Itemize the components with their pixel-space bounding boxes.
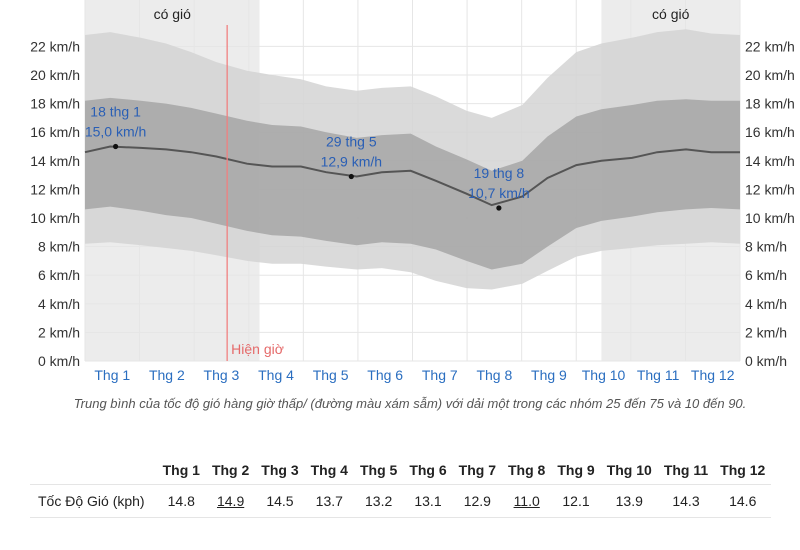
- table-header-month: Thg 8: [508, 462, 546, 478]
- table-header-month: Thg 10: [606, 462, 652, 478]
- y-tick-label-left: 16 km/h: [30, 124, 80, 140]
- table-cell-value: 11.0: [502, 484, 552, 518]
- annotation-point: [112, 143, 119, 150]
- y-tick-label-left: 20 km/h: [30, 67, 80, 83]
- table-header-month: Thg 12: [720, 462, 766, 478]
- table-corner: [30, 456, 157, 485]
- median-line: [84, 145, 740, 207]
- table-header-month: Thg 4: [310, 462, 348, 478]
- monthly-summary-table: Thg 1 Thg 2 Thg 3 Thg 4 Thg 5 Thg 6 Thg 7 Thg 8…: [30, 456, 772, 518]
- table-header-month: Thg 6: [409, 462, 447, 478]
- table-cell-value: 14.9: [205, 484, 256, 518]
- now-marker-label: Hiện giờ: [231, 341, 284, 357]
- y-tick-label-left: 6 km/h: [38, 267, 80, 283]
- annotation-value: 12,9 km/h: [321, 154, 382, 170]
- x-month-label: Thg 5: [313, 367, 349, 383]
- y-tick-label-left: 10 km/h: [30, 210, 80, 226]
- x-month-label: Thg 4: [258, 367, 294, 383]
- table-cell-value: 14.6: [714, 484, 772, 518]
- table-cell-value: 13.9: [600, 484, 658, 518]
- y-tick-label-right: 16 km/h: [745, 124, 795, 140]
- band-25-to-75: [85, 97, 740, 270]
- x-month-label: Thg 6: [367, 367, 403, 383]
- y-tick-label-right: 22 km/h: [745, 38, 795, 54]
- y-tick-label-right: 18 km/h: [745, 96, 795, 112]
- y-tick-label-right: 2 km/h: [745, 324, 787, 340]
- y-tick-label-right: 12 km/h: [745, 181, 795, 197]
- table-cell-value: 13.1: [403, 484, 453, 518]
- windy-period-label: có gió: [154, 6, 192, 22]
- y-tick-label-right: 20 km/h: [745, 67, 795, 83]
- x-month-label: Thg 11: [637, 367, 680, 383]
- y-tick-label-right: 14 km/h: [745, 153, 795, 169]
- table-header-month: Thg 5: [359, 462, 398, 478]
- table-header-row: Thg 1 Thg 2 Thg 3 Thg 4 Thg 5 Thg 6 Thg 7 Thg 8…: [30, 456, 771, 485]
- y-tick-label-right: 0 km/h: [745, 353, 787, 369]
- table-cell-value: 14.5: [255, 484, 305, 518]
- y-tick-label-right: 10 km/h: [745, 210, 795, 226]
- table-cell-value: 13.2: [353, 484, 404, 518]
- annotation-value: 10,7 km/h: [468, 185, 529, 201]
- table-cell-value: 14.8: [156, 484, 206, 518]
- annotation-date: 18 thg 1: [90, 104, 141, 120]
- annotation-value: 15,0 km/h: [85, 124, 146, 140]
- y-tick-label-right: 6 km/h: [745, 267, 787, 283]
- y-tick-label-right: 8 km/h: [745, 239, 787, 255]
- x-month-label: Thg 9: [531, 367, 567, 383]
- x-month-label: Thg 2: [149, 367, 185, 383]
- x-month-label: Thg 8: [476, 367, 512, 383]
- annotation-date: 29 thg 5: [326, 134, 377, 150]
- annotation-date: 19 thg 8: [474, 165, 525, 181]
- table-cell-value: 12.1: [551, 484, 601, 518]
- x-month-label: Thg 3: [204, 367, 240, 383]
- windy-period-label: có gió: [652, 6, 690, 22]
- table-row: Tốc Độ Gió (kph) 14.8 14.9 14.5 13.7 13.2 13.1…: [30, 484, 772, 518]
- table-cell-value: 13.7: [304, 484, 354, 518]
- table-header-month: Thg 7: [458, 462, 496, 478]
- table-header-month: Thg 1: [162, 462, 200, 478]
- y-tick-label-left: 12 km/h: [30, 181, 80, 197]
- y-tick-label-left: 18 km/h: [30, 96, 80, 112]
- table-header-month: Thg 11: [663, 462, 709, 478]
- y-tick-label-left: 4 km/h: [38, 296, 80, 312]
- y-tick-label-left: 14 km/h: [30, 153, 80, 169]
- y-tick-label-left: 2 km/h: [38, 324, 80, 340]
- table-header-month: Thg 3: [261, 462, 299, 478]
- x-month-label: Thg 7: [422, 367, 458, 383]
- x-month-label: Thg 1: [94, 367, 130, 383]
- y-tick-label-left: 8 km/h: [38, 239, 80, 255]
- y-tick-label-right: 4 km/h: [745, 296, 787, 312]
- x-month-label: Thg 12: [691, 367, 735, 383]
- chart-caption: Trung bình của tốc độ gió hàng giờ thấp/…: [73, 396, 747, 411]
- y-tick-label-left: 22 km/h: [30, 38, 80, 54]
- table-cell-value: 14.3: [657, 484, 715, 518]
- table-header-month: Thg 9: [557, 462, 595, 478]
- table-row-label: Tốc Độ Gió (kph): [30, 484, 157, 518]
- x-month-label: Thg 10: [582, 367, 626, 383]
- table-header-month: Thg 2: [211, 462, 250, 478]
- annotation-point: [348, 173, 354, 180]
- wind-speed-chart-svg: Hiện giờ có gió có gió 0 km/h 0 km/h 2 km/h 2 …: [30, 0, 795, 383]
- table-cell-value: 12.9: [452, 484, 502, 518]
- annotation-point: [496, 205, 502, 211]
- y-tick-label-left: 0 km/h: [38, 353, 80, 369]
- wind-speed-chart: Hiện giờ có gió có gió 0 km/h 0 km/h 2 km/h 2 …: [30, 0, 795, 383]
